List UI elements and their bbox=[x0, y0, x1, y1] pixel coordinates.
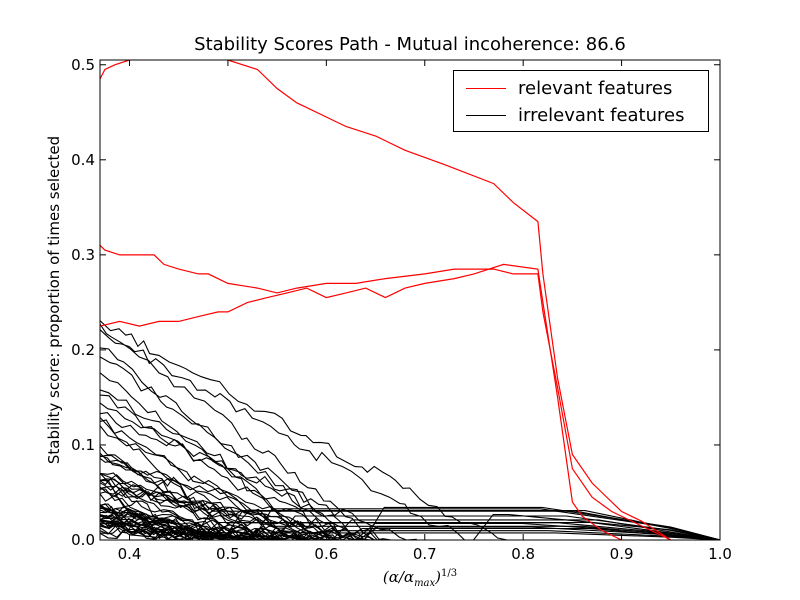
y-axis-label: Stability score: proportion of times sel… bbox=[45, 135, 63, 465]
legend-swatch-irrelevant bbox=[466, 114, 506, 116]
irrelevant-series-line bbox=[100, 478, 720, 540]
irrelevant-series-line bbox=[100, 479, 720, 540]
plot-area bbox=[100, 60, 720, 540]
y-tick-label: 0.0 bbox=[71, 531, 95, 549]
irrelevant-series-line bbox=[100, 508, 720, 540]
x-tick-label: 0.6 bbox=[314, 545, 338, 563]
y-tick-label: 0.2 bbox=[71, 341, 95, 359]
chart-title: Stability Scores Path - Mutual incoheren… bbox=[194, 34, 626, 55]
y-tick-label: 0.3 bbox=[71, 246, 95, 264]
x-tick-label: 0.8 bbox=[511, 545, 535, 563]
irrelevant-series-line bbox=[100, 520, 720, 540]
x-axis-label-sup: 1/3 bbox=[441, 568, 458, 579]
legend-label-relevant: relevant features bbox=[518, 77, 673, 99]
x-tick-label: 0.4 bbox=[118, 545, 142, 563]
irrelevant-series-line bbox=[100, 472, 720, 540]
irrelevant-series-line bbox=[100, 486, 720, 540]
irrelevant-series-line bbox=[100, 528, 720, 540]
relevant-series-line bbox=[100, 244, 672, 540]
irrelevant-series-line bbox=[100, 488, 720, 540]
irrelevant-series-line bbox=[100, 506, 720, 540]
x-tick-label: 0.9 bbox=[610, 545, 634, 563]
x-axis-label: (α/αmax)1/3 bbox=[320, 568, 520, 589]
y-tick-label: 0.4 bbox=[71, 151, 95, 169]
irrelevant-series-line bbox=[100, 513, 720, 540]
irrelevant-series-line bbox=[100, 347, 720, 540]
irrelevant-series-line bbox=[100, 507, 720, 540]
irrelevant-series-line bbox=[100, 412, 720, 540]
irrelevant-series-line bbox=[100, 521, 720, 540]
x-axis-label-close: ) bbox=[435, 568, 442, 586]
legend-swatch-relevant bbox=[466, 87, 506, 89]
irrelevant-series-line bbox=[100, 372, 720, 540]
axes-frame bbox=[99, 59, 721, 541]
y-tick-label: 0.1 bbox=[71, 436, 95, 454]
x-tick-label: 1.0 bbox=[708, 545, 732, 563]
x-axis-label-sub: max bbox=[414, 578, 436, 589]
legend-label-irrelevant: irrelevant features bbox=[518, 104, 685, 126]
axis-ticks: 0.4 0.5 0.6 0.7 0.8 0.9 1.0 0.0 0.1 0.2 0.3 0.4 0.5 bbox=[71, 56, 732, 563]
legend-item-irrelevant: irrelevant features bbox=[466, 103, 684, 127]
irrelevant-series-line bbox=[100, 320, 720, 540]
y-tick-label: 0.5 bbox=[71, 56, 95, 74]
relevant-series-line bbox=[100, 263, 622, 540]
relevant-series-line bbox=[100, 60, 672, 540]
legend: relevant features irrelevant features bbox=[453, 70, 709, 132]
irrelevant-series-line bbox=[100, 389, 720, 540]
x-tick-label: 0.7 bbox=[413, 545, 437, 563]
legend-item-relevant: relevant features bbox=[466, 76, 672, 100]
irrelevant-series-line bbox=[100, 425, 720, 540]
irrelevant-series-line bbox=[100, 323, 720, 540]
x-axis-label-base: (α/α bbox=[382, 568, 415, 586]
x-tick-label: 0.5 bbox=[216, 545, 240, 563]
irrelevant-series-line bbox=[100, 356, 720, 540]
